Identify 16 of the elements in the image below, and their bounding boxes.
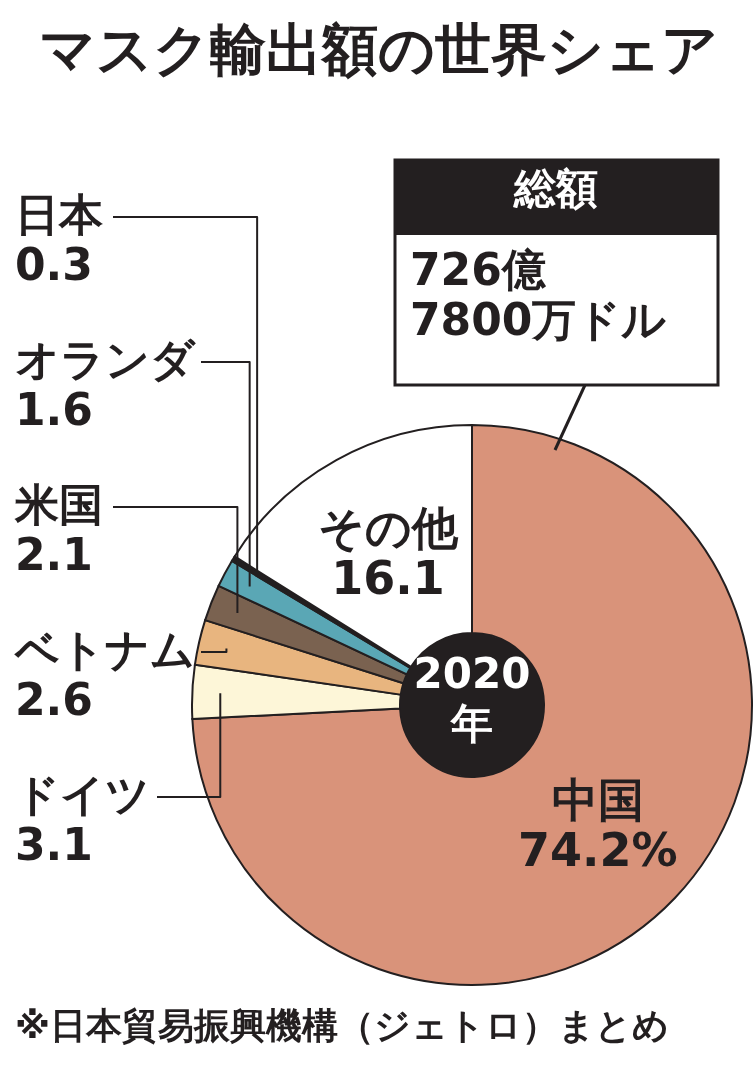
chart-title: マスク輸出額の世界シェア xyxy=(38,17,718,82)
slice-label: 日本 xyxy=(15,189,103,240)
text: 総額 xyxy=(513,164,598,213)
data-label: 2.6 xyxy=(15,674,93,725)
slice-label: その他 xyxy=(317,501,459,556)
data-label: 2.1 xyxy=(15,529,93,580)
slice-label: 米国 xyxy=(14,479,103,530)
data-label: 0.3 xyxy=(15,239,93,290)
data-label: 3.1 xyxy=(15,819,93,870)
text: 726億 7800万ドル xyxy=(410,244,667,345)
text: ※日本貿易振興機構（ジェトロ）まとめ xyxy=(15,1005,669,1046)
text: 2020 年 xyxy=(413,649,531,748)
slice-label: ベトナム xyxy=(14,624,195,675)
data-label: 1.6 xyxy=(15,384,93,435)
slice-label: オランダ xyxy=(15,334,196,385)
slice-label: ドイツ xyxy=(15,769,150,820)
